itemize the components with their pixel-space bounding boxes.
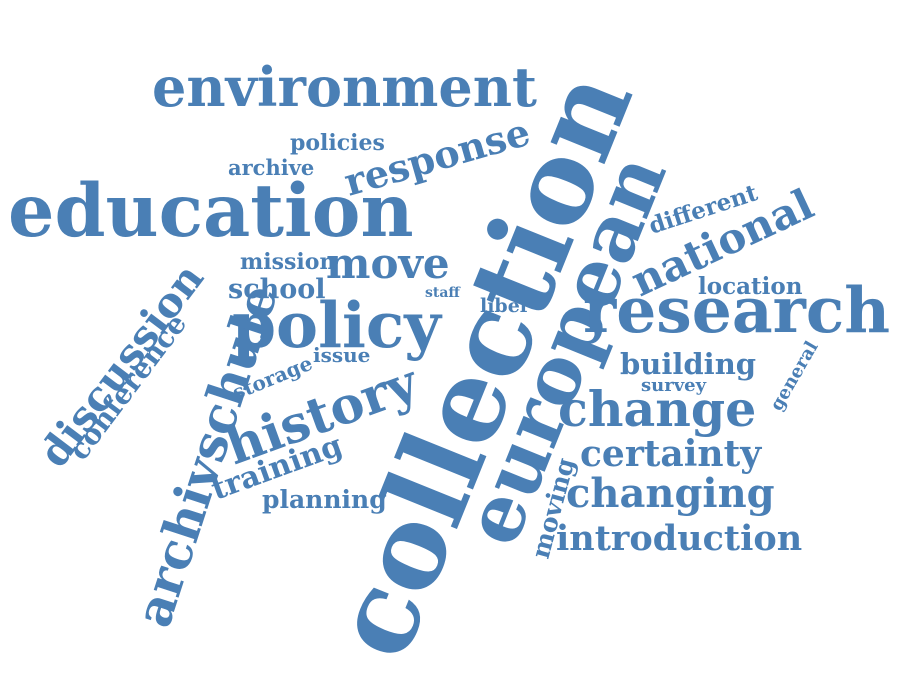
- word-issue: issue: [313, 343, 370, 367]
- word-education: education: [8, 168, 414, 254]
- word-certainty: certainty: [580, 433, 762, 475]
- word-staff: staff: [425, 285, 461, 301]
- word-environment: environment: [152, 55, 537, 119]
- word-introduction: introduction: [556, 518, 802, 559]
- word-changing: changing: [566, 470, 775, 517]
- word-school: school: [228, 274, 326, 305]
- word-research: research: [583, 273, 890, 347]
- word-archive: archive: [228, 155, 314, 180]
- word-change: change: [558, 380, 756, 438]
- word-planning: planning: [262, 485, 387, 514]
- word-building: building: [620, 347, 756, 381]
- word-policies: policies: [290, 130, 385, 156]
- word-move: move: [326, 239, 450, 288]
- word-mission: mission: [240, 249, 335, 275]
- word-liber: liber: [480, 295, 531, 317]
- word-location: location: [698, 273, 803, 300]
- word-general: general: [766, 338, 823, 415]
- word-survey: survey: [641, 375, 707, 396]
- word-policy: policy: [232, 288, 443, 362]
